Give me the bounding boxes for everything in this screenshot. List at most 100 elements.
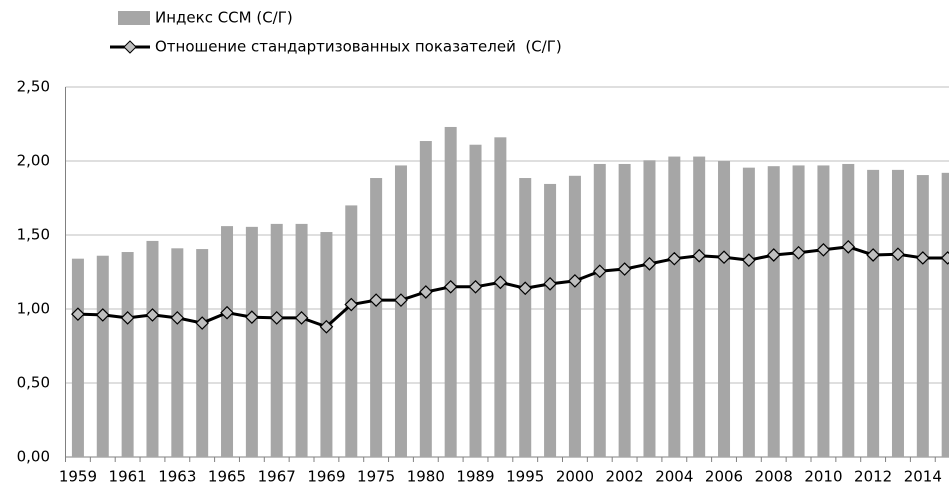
marker: [294, 311, 309, 325]
x-tick-label: 1980: [407, 468, 445, 486]
marker: [791, 245, 806, 260]
marker: [344, 297, 359, 312]
bar: [568, 175, 581, 458]
marker: [568, 274, 582, 288]
marker: [245, 310, 259, 324]
marker: [915, 251, 930, 265]
marker: [269, 311, 284, 325]
marker: [667, 251, 682, 266]
marker: [145, 308, 160, 322]
bar: [345, 205, 358, 457]
legend-marker: [123, 40, 137, 54]
marker: [841, 239, 856, 254]
bar: [394, 165, 407, 457]
x-tick-label: 1969: [307, 468, 345, 486]
x-tick-label: 2014: [904, 468, 942, 486]
bar: [494, 137, 507, 457]
y-tick-label: 2,00: [17, 152, 50, 170]
marker: [717, 250, 731, 265]
x-tick-label: 2010: [804, 468, 842, 486]
x-tick-label: 1965: [208, 468, 246, 486]
marker: [71, 307, 85, 322]
bar: [469, 144, 482, 457]
marker: [592, 264, 607, 279]
legend-label: Индекс ССМ (С/Г): [155, 9, 293, 27]
y-tick-label: 2,50: [17, 78, 50, 96]
marker: [220, 305, 234, 320]
bar: [71, 258, 84, 457]
marker: [692, 248, 707, 263]
legend-label: Отношение стандартизованных показателей …: [155, 38, 562, 56]
x-tick-label: 1975: [357, 468, 395, 486]
marker: [95, 308, 110, 322]
x-tick-label: 1959: [59, 468, 97, 486]
x-tick-label: 1989: [456, 468, 494, 486]
bar: [221, 226, 234, 457]
x-tick-label: 2012: [854, 468, 892, 486]
bar: [121, 252, 134, 457]
bar: [941, 172, 949, 457]
legend-swatch: [118, 11, 150, 25]
x-tick-label: 2006: [705, 468, 743, 486]
bar: [370, 178, 383, 457]
bar: [544, 183, 557, 457]
x-tick-label: 2008: [755, 468, 793, 486]
bar: [742, 167, 755, 457]
y-tick-label: 1,00: [17, 300, 50, 318]
bar: [146, 240, 159, 457]
marker: [195, 316, 210, 330]
marker: [493, 275, 508, 290]
marker: [642, 257, 657, 271]
marker: [766, 248, 781, 262]
bar: [320, 232, 333, 457]
bar: [916, 175, 929, 457]
bar: [419, 141, 432, 457]
bar: [96, 255, 109, 457]
marker: [120, 311, 135, 325]
bar: [817, 165, 830, 457]
marker: [866, 248, 880, 262]
marker: [816, 242, 831, 257]
marker: [443, 279, 458, 294]
x-tick-label: 1995: [506, 468, 544, 486]
x-tick-label: 2004: [655, 468, 693, 486]
bar: [842, 163, 855, 457]
bar: [767, 166, 780, 457]
marker: [369, 293, 383, 307]
bar: [196, 249, 209, 457]
x-tick-label: 1967: [258, 468, 296, 486]
bar: [693, 156, 706, 457]
marker: [518, 281, 533, 296]
x-tick-label: 2000: [556, 468, 594, 486]
marker: [742, 253, 756, 268]
bar: [245, 226, 258, 457]
bar: [891, 169, 904, 457]
y-tick-label: 0,00: [17, 448, 50, 466]
line: [77, 245, 948, 329]
bar: [295, 223, 308, 457]
y-tick-label: 1,50: [17, 226, 50, 244]
marker: [394, 293, 408, 307]
bar: [643, 160, 656, 457]
marker: [170, 311, 185, 325]
x-tick-label: 1961: [109, 468, 147, 486]
marker: [940, 251, 949, 265]
marker: [617, 262, 632, 276]
marker: [319, 319, 334, 334]
marker: [468, 279, 483, 294]
bar: [519, 178, 532, 457]
x-tick-label: 2002: [606, 468, 644, 486]
marker: [891, 247, 905, 262]
bar: [867, 169, 880, 457]
bar: [593, 163, 606, 457]
marker: [418, 285, 433, 299]
bar: [668, 156, 681, 457]
y-tick-label: 0,50: [17, 374, 50, 392]
bar: [270, 223, 283, 457]
bar: [618, 163, 631, 457]
bar: [171, 248, 184, 457]
bar: [792, 165, 805, 457]
bar: [718, 161, 731, 457]
x-tick-label: 1963: [158, 468, 196, 486]
